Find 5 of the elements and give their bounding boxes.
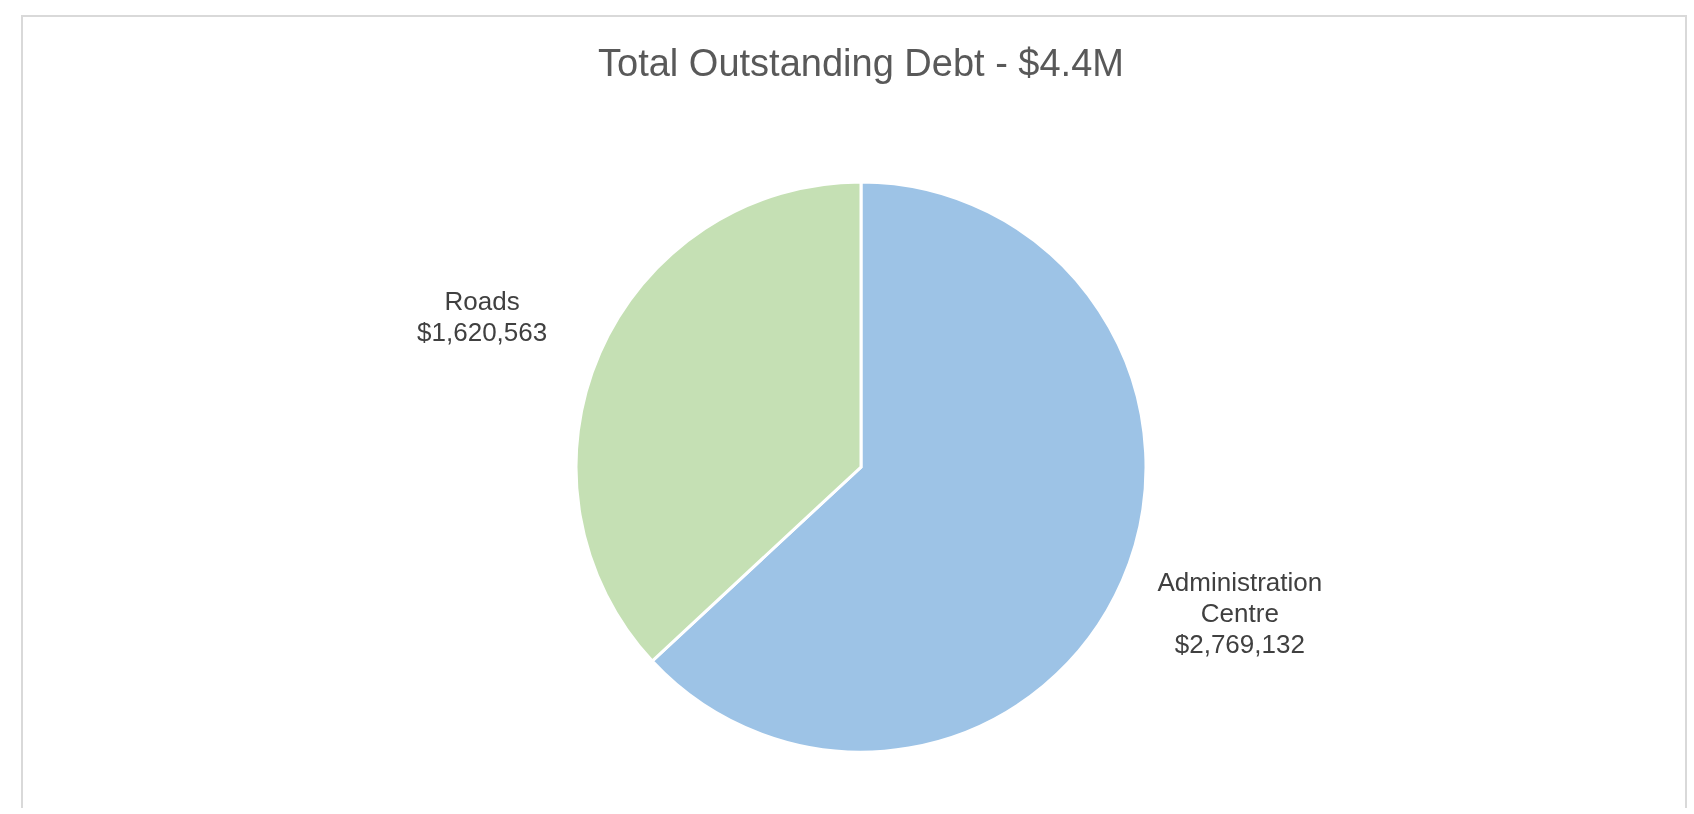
slice-label: Administration Centre	[1157, 566, 1323, 628]
data-label: $2,769,132	[1174, 628, 1305, 659]
data-label: $1,620,563	[417, 317, 548, 348]
chart-title: Total Outstanding Debt - $4.4M	[598, 42, 1124, 84]
slice-label: Roads	[444, 286, 520, 317]
